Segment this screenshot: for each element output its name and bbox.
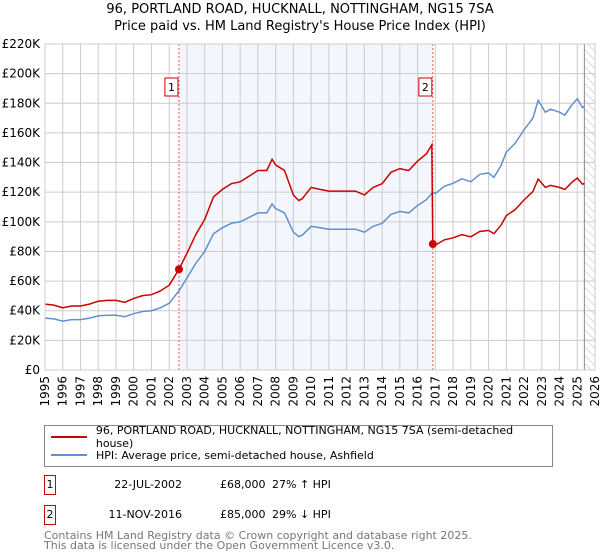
- sale-price: £85,000: [220, 508, 266, 521]
- sale-label-box: [418, 77, 433, 97]
- y-tick-label: £160K: [2, 126, 42, 140]
- sale-label-box: [164, 77, 179, 97]
- x-tick-label: 2000: [127, 376, 141, 407]
- legend-swatch-property: [51, 436, 87, 438]
- shaded-period: [178, 44, 433, 370]
- x-tick-label: 1999: [109, 376, 123, 407]
- x-tick-label: 2014: [375, 376, 389, 407]
- x-tick-label: 2009: [286, 376, 300, 407]
- x-tick-label: 2003: [180, 376, 194, 407]
- sale-hpi-diff: 27% ↑ HPI: [272, 478, 331, 491]
- x-tick-label: 2008: [269, 376, 283, 407]
- y-tick-label: £20K: [9, 333, 41, 347]
- x-tick-label: 2018: [446, 376, 460, 407]
- y-tick-label: £120K: [2, 185, 42, 199]
- y-tick-label: £60K: [9, 274, 41, 288]
- y-tick-label: £220K: [2, 37, 42, 51]
- x-tick-label: 2023: [535, 376, 549, 407]
- y-tick-label: £180K: [2, 96, 42, 110]
- x-tick-label: 2019: [464, 376, 478, 407]
- sale-label: 2: [422, 81, 429, 94]
- x-tick-label: 2012: [340, 376, 354, 407]
- sale-marker-2: 2: [44, 505, 56, 525]
- x-tick-label: 2017: [428, 376, 442, 407]
- sale-price: £68,000: [220, 478, 266, 491]
- x-tick-label: 2011: [322, 376, 336, 407]
- footer-copyright: Contains HM Land Registry data © Crown c…: [44, 529, 472, 542]
- property-price-line: [44, 142, 585, 309]
- y-tick-label: £0: [25, 363, 40, 377]
- x-tick-label: 1998: [91, 376, 105, 407]
- plot-frame: [44, 43, 596, 371]
- footer: Contains HM Land Registry data © Crown c…: [44, 529, 472, 552]
- x-tick-label: 2024: [553, 376, 567, 407]
- x-tick-label: 2010: [304, 376, 318, 407]
- footer-licence: This data is licensed under the Open Gov…: [44, 539, 395, 552]
- x-tick-label: 2022: [517, 376, 531, 407]
- sale-label: 1: [168, 81, 175, 94]
- sale-point: [428, 240, 437, 249]
- sale-row-2: 2 11-NOV-2016 £85,000 29% ↓ HPI: [44, 505, 444, 525]
- x-tick-label: 2004: [198, 376, 212, 407]
- sale-point: [174, 265, 183, 274]
- x-tick-label: 1996: [56, 376, 70, 407]
- sale-date: 22-JUL-2002: [114, 478, 182, 491]
- y-tick-label: £140K: [2, 156, 42, 170]
- x-tick-label: 2020: [482, 376, 496, 407]
- sale-marker-1: 1: [44, 475, 56, 495]
- legend-swatch-hpi: [51, 454, 87, 456]
- x-tick-label: 2016: [411, 376, 425, 407]
- x-tick-label: 2026: [588, 376, 600, 407]
- legend: 96, PORTLAND ROAD, HUCKNALL, NOTTINGHAM,…: [44, 424, 553, 467]
- sale-hpi-diff: 29% ↓ HPI: [272, 508, 331, 521]
- y-tick-label: £100K: [2, 215, 42, 229]
- sale-date: 11-NOV-2016: [108, 508, 182, 521]
- x-tick-label: 2013: [357, 376, 371, 407]
- line-chart: 1995 1996 1997 1998 1999 2000 2001 2002 2003 2004…: [2, 37, 600, 407]
- x-tick-label: 2025: [570, 376, 584, 407]
- y-tick-label: £200K: [2, 67, 42, 81]
- chart-subtitle: Price paid vs. HM Land Registry's House …: [114, 19, 486, 34]
- legend-item-hpi: HPI: Average price, semi-detached house,…: [51, 447, 374, 463]
- x-tick-label: 2007: [251, 376, 265, 407]
- hpi-line: [44, 97, 585, 322]
- x-tick-label: 2002: [162, 376, 176, 407]
- x-tick-label: 2015: [393, 376, 407, 407]
- y-tick-label: £40K: [9, 304, 41, 318]
- x-tick-label: 1995: [38, 376, 52, 407]
- chart-title: 96, PORTLAND ROAD, HUCKNALL, NOTTINGHAM,…: [106, 2, 494, 17]
- forecast-hatch: [584, 44, 595, 370]
- x-tick-label: 2006: [233, 376, 247, 407]
- legend-item-property: 96, PORTLAND ROAD, HUCKNALL, NOTTINGHAM,…: [51, 424, 552, 450]
- y-tick-label: £80K: [9, 244, 41, 258]
- legend-label-property: 96, PORTLAND ROAD, HUCKNALL, NOTTINGHAM,…: [95, 424, 514, 450]
- x-tick-label: 2021: [499, 376, 513, 407]
- x-tick-label: 2005: [215, 376, 229, 407]
- sale-row-1: 1 22-JUL-2002 £68,000 27% ↑ HPI: [44, 475, 444, 495]
- legend-label-hpi: HPI: Average price, semi-detached house,…: [96, 448, 374, 462]
- x-tick-label: 1997: [73, 376, 87, 407]
- x-tick-label: 2001: [144, 376, 158, 407]
